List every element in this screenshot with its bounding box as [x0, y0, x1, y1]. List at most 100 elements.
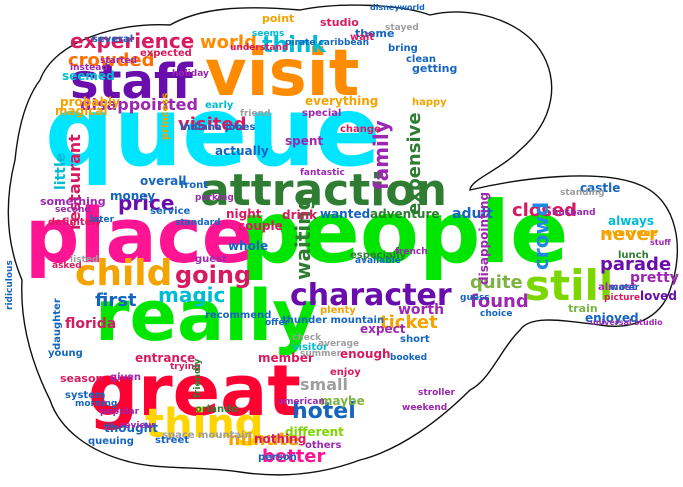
cloud-word-disneyworld: disneyworld [370, 3, 425, 12]
cloud-word-person: person [258, 452, 297, 463]
cloud-word-spent: spent [285, 134, 323, 148]
cloud-word-family: family [369, 120, 393, 190]
cloud-word-great: great [88, 350, 301, 432]
cloud-word-child: child [75, 253, 172, 294]
cloud-word-thing: thing [145, 401, 263, 447]
cloud-word-princess: princess [160, 93, 171, 140]
cloud-word-really: really [95, 275, 318, 357]
cloud-word-wanted: wanted [320, 207, 370, 221]
cloud-word-indiana-jones: indiana jones [180, 122, 255, 133]
cloud-word-restaurant: restaurant [65, 134, 84, 230]
cloud-word-queue: queue [45, 76, 381, 188]
cloud-word-queuing: queuing [88, 436, 134, 447]
cloud-word-american: american [278, 397, 325, 407]
cloud-word-expect: expect [360, 322, 406, 336]
cloud-word-summer: summer [300, 349, 342, 359]
cloud-word-seemed: seemed [62, 69, 115, 83]
cloud-word-holiday: holiday [172, 69, 209, 79]
cloud-word-hotel: hotel [292, 399, 356, 424]
cloud-word-studio: studio [320, 16, 359, 29]
cloud-word-loved: loved [640, 289, 677, 303]
cloud-word-change: change [340, 124, 381, 135]
cloud-word-given: given [110, 372, 141, 383]
cloud-word-quite: quite [470, 272, 523, 293]
cloud-word-everyone: everyone [605, 228, 658, 239]
cloud-word-stroller: stroller [418, 388, 456, 398]
cloud-word-trying: trying [170, 362, 201, 372]
cloud-word-husband: husband [552, 208, 596, 218]
cloud-word-staff: staff [70, 54, 194, 110]
cloud-word-small: small [300, 375, 348, 394]
cloud-word-early: early [205, 100, 234, 111]
cloud-word-french: french [395, 247, 428, 257]
cloud-word-going: going [175, 261, 251, 289]
cloud-word-couple: couple [238, 219, 283, 233]
cloud-word-seems: seems [252, 29, 284, 39]
cloud-word-ridiculous: ridiculous [5, 260, 15, 310]
cloud-word-started: started [100, 56, 137, 66]
cloud-word-train: train [568, 302, 598, 315]
cloud-word-service: service [150, 206, 191, 217]
cloud-word-florida: florida [65, 316, 116, 332]
cloud-word-better: better [262, 446, 326, 467]
cloud-word-world: world [200, 32, 257, 53]
cloud-word-enough: enough [340, 347, 391, 361]
cloud-word-place: place [25, 191, 253, 280]
cloud-word-plenty: plenty [320, 305, 356, 316]
cloud-word-check: check [292, 333, 322, 343]
cloud-word-guess: guess [460, 293, 490, 303]
cloud-word-stayed: stayed [385, 23, 419, 33]
cloud-word-overall: overall [140, 174, 186, 188]
cloud-word-popular: popular [100, 407, 140, 417]
cloud-word-thought: thought [104, 421, 158, 435]
cloud-word-standing: standing [560, 188, 605, 198]
cloud-word-point: point [262, 12, 294, 25]
cloud-word-average: average [318, 339, 359, 349]
cloud-word-friend: friend [240, 109, 270, 119]
cloud-word-something: something [40, 195, 106, 208]
cloud-word-member: member [258, 351, 314, 365]
cloud-word-getting: getting [412, 62, 457, 75]
cloud-word-expected: expected [140, 48, 192, 59]
cloud-word-visit: visit [205, 37, 359, 111]
cloud-word-guest: guest [195, 254, 227, 265]
cloud-word-magical: magical [55, 104, 108, 118]
cloud-word-bring: bring [388, 43, 418, 54]
cloud-word-crowded: crowded [68, 50, 155, 71]
cloud-word-wait: wait [350, 32, 374, 43]
cloud-word-expensive: expensive [404, 112, 425, 215]
cloud-word-booked: booked [390, 353, 427, 363]
cloud-word-always: always [608, 214, 654, 228]
cloud-word-maybe: maybe [320, 394, 365, 408]
cloud-word-front: front [180, 180, 208, 191]
cloud-word-everything: everything [305, 94, 378, 108]
cloud-word-second: second [55, 205, 91, 215]
cloud-word-available: available [355, 256, 401, 266]
cloud-word-season: season [60, 372, 103, 385]
cloud-word-street: street [155, 435, 189, 446]
cloud-word-pretty: pretty [630, 270, 679, 286]
cloud-word-almost: almost [598, 282, 636, 293]
cloud-word-people: people [240, 183, 568, 283]
cloud-word-price: price [118, 191, 174, 215]
cloud-word-universal-studio: universal studio [590, 318, 663, 327]
cloud-word-clean: clean [406, 54, 436, 65]
cloud-word-parking: parking [195, 193, 234, 203]
cloud-word-minute: minute [228, 429, 299, 450]
cloud-word-thunder-mountain: thunder mountain [282, 315, 384, 326]
cloud-word-nothing: nothing [254, 432, 306, 446]
cloud-word-happy: happy [412, 97, 447, 108]
cloud-word-listed: listed [70, 255, 98, 265]
cloud-word-special: special [302, 108, 341, 119]
cloud-word-asked: asked [52, 261, 82, 271]
cloud-word-definitely: definitely [48, 217, 102, 228]
cloud-word-found: found [470, 291, 529, 312]
cloud-word-magic: magic [158, 283, 225, 307]
cloud-word-morning: morning [75, 399, 117, 409]
cloud-word-night: night [226, 207, 262, 221]
cloud-word-daughter: daughter [52, 298, 63, 350]
cloud-word-instead: instead [70, 63, 108, 73]
cloud-word-standard: standard [175, 218, 221, 228]
cloud-word-waiting: waiting [291, 196, 315, 280]
